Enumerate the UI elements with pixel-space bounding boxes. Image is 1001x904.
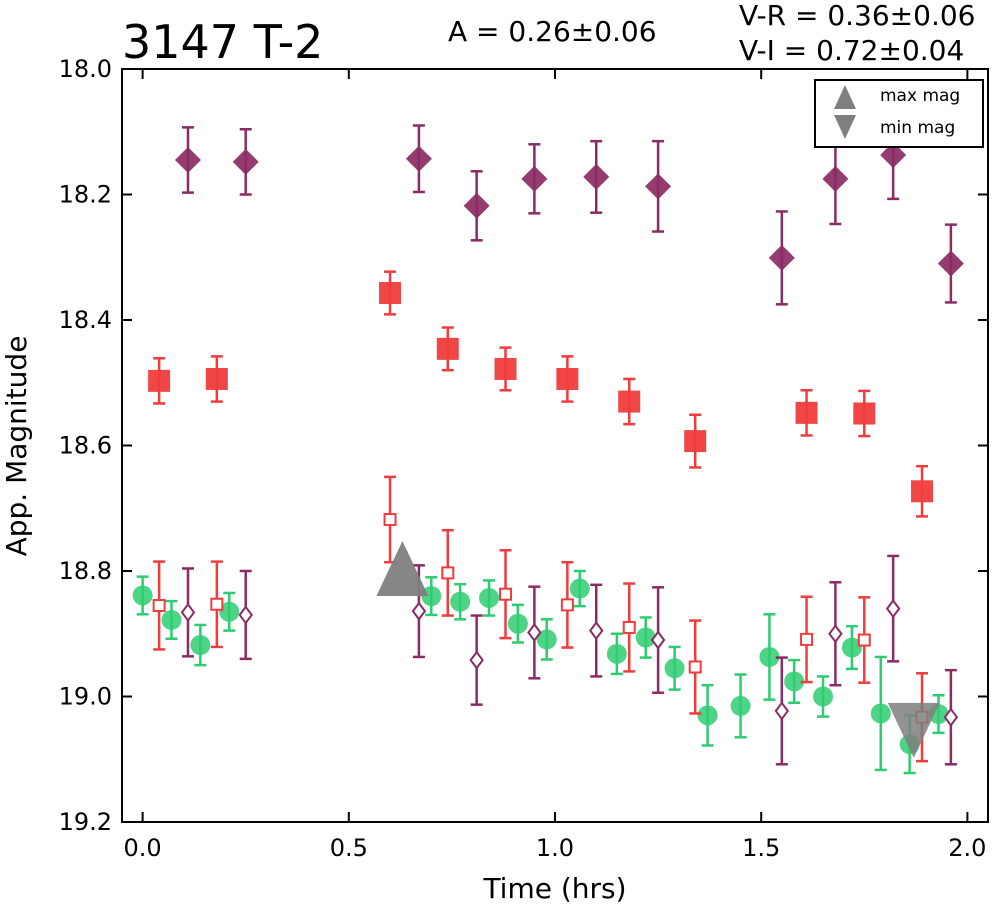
data-point-circle [190,635,211,656]
y-tick-label: 18.8 [59,557,112,585]
data-point-circle [813,686,834,707]
data-point-square-open [499,587,513,601]
y-tick-label: 18.4 [59,306,112,334]
data-point-circle [479,587,500,608]
data-point-square [494,357,517,380]
data-point-square-open [857,633,871,647]
v-r-color-annotation: V-R = 0.36±0.06 [739,0,975,32]
min-mag-marker [887,702,940,758]
data-point-diamond [521,165,548,192]
plot-area [132,109,964,775]
x-tick-label: 2.0 [948,834,986,862]
axis-ticks: 0.0 0.5 1.0 1.5 2.0 18.0 18.2 18.4 18.6 18.8 19.0 1… [59,55,988,862]
data-point-diamond [937,250,964,277]
data-point-square-open [622,620,636,634]
data-point-diamond-open [238,605,253,625]
data-point-square [556,367,579,390]
y-tick-label: 19.0 [59,683,112,711]
data-point-circle [697,705,718,726]
legend: max mag min mag [814,79,984,148]
data-point-circle [759,646,780,667]
data-point-square-open [210,597,224,611]
data-point-circle [784,671,805,692]
data-point-square [379,282,402,305]
x-tick-label: 1.0 [536,834,574,862]
y-tick-label: 18.0 [59,55,112,83]
data-point-diamond [232,148,259,175]
data-point-diamond-open [828,624,843,644]
data-point-circle [132,585,153,606]
data-point-diamond-open [588,620,604,641]
amplitude-annotation: A = 0.26±0.06 [448,15,657,48]
chart-title: 3147 T-2 [122,15,323,69]
data-point-square [795,401,818,424]
data-point-square [618,390,641,413]
data-point-diamond [405,145,432,172]
data-point-square-open [383,513,397,527]
data-point-circle [870,703,891,724]
data-point-diamond [583,163,610,190]
data-point-diamond-open [411,601,427,621]
data-point-diamond [645,173,672,200]
data-point-circle [161,609,182,630]
data-point-diamond-open [180,602,196,623]
data-point-diamond-open [650,630,666,650]
data-point-circle [606,643,627,664]
data-point-square [684,430,707,453]
data-point-square [205,367,228,390]
data-point-circle [507,613,528,634]
legend-min-mag-marker [834,115,856,139]
x-axis-label: Time (hrs) [482,872,626,904]
v-i-color-annotation: V-I = 0.72±0.04 [739,34,964,67]
data-point-diamond-open [943,707,959,727]
data-point-diamond-open [885,598,901,619]
data-point-circle [730,695,751,716]
legend-min-mag-label: min mag [880,118,955,138]
data-point-diamond [768,244,795,271]
data-point-square-open [688,660,702,674]
data-point-square [911,480,934,503]
plot-frame [121,68,989,823]
data-point-circle [664,658,685,679]
data-point-diamond-open [774,701,790,721]
legend-max-mag-label: max mag [880,86,960,106]
y-tick-label: 18.6 [59,432,112,460]
data-point-square-open [441,566,455,580]
data-point-circle [841,637,862,658]
legend-max-mag-marker [834,85,856,109]
y-axis-label: App. Magnitude [0,336,33,557]
y-tick-label: 18.2 [59,181,112,209]
data-point-square-open [560,598,574,612]
data-point-circle [569,578,590,599]
data-point-square-open [152,599,166,613]
data-point-diamond [880,141,907,168]
y-tick-label: 19.2 [59,808,112,836]
data-point-circle [219,601,240,622]
data-point-diamond [174,146,201,173]
data-point-circle [635,627,656,648]
data-point-square [853,402,876,425]
data-point-square-open [800,632,814,646]
data-point-diamond [463,192,490,219]
data-point-square [436,337,459,360]
x-tick-label: 0.5 [330,834,368,862]
data-point-diamond-open [469,650,484,670]
data-point-diamond [822,165,849,192]
data-point-square [148,369,171,392]
max-mag-marker [376,541,429,596]
x-tick-label: 1.5 [742,834,780,862]
data-point-circle [450,591,471,612]
x-tick-label: 0.0 [124,834,162,862]
data-point-circle [421,586,442,607]
data-point-circle [536,629,557,650]
data-point-diamond-open [527,622,542,643]
